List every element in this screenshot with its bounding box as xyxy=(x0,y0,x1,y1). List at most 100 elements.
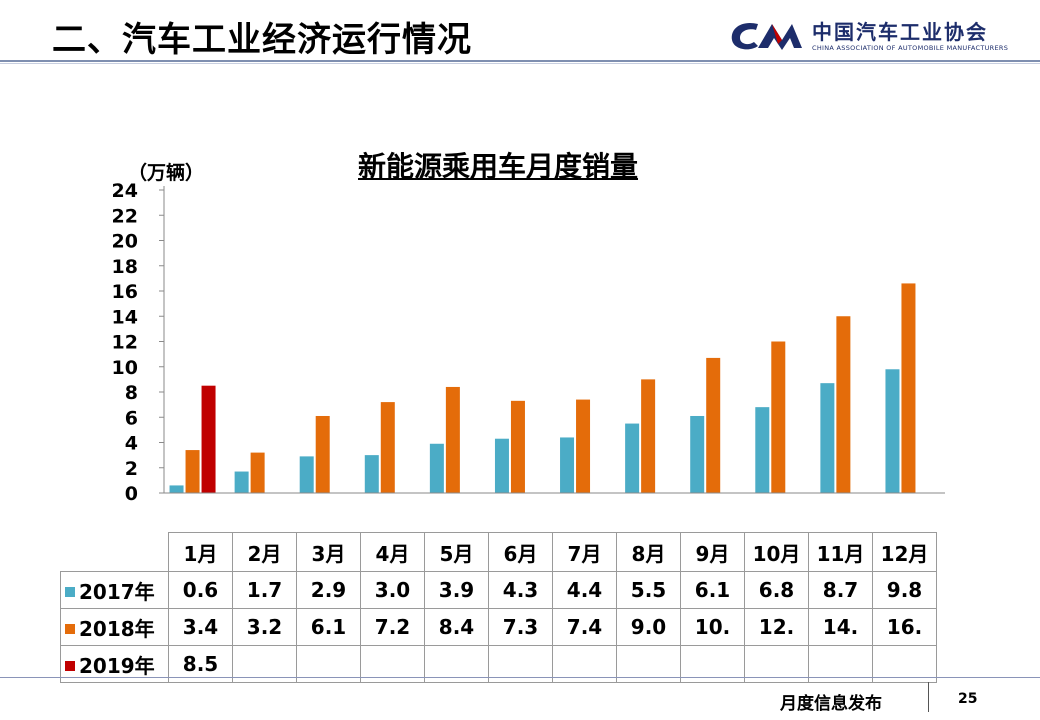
category-label: 12月 xyxy=(872,532,937,572)
category-label: 11月 xyxy=(808,532,873,572)
y-tick-label: 18 xyxy=(112,256,138,278)
data-label: 9.8 xyxy=(872,571,937,609)
page-number: 25 xyxy=(958,691,978,707)
y-axis-unit-label: （万辆） xyxy=(128,162,205,184)
bar-2017年-11月 xyxy=(820,383,835,493)
bar-2017年-6月 xyxy=(494,438,509,493)
logo-english-name: CHINA ASSOCIATION OF AUTOMOBILE MANUFACT… xyxy=(812,44,1009,52)
category-label: 9月 xyxy=(680,532,745,572)
data-label: 8.4 xyxy=(424,608,489,646)
data-label: 8.7 xyxy=(808,571,873,609)
y-tick-label: 0 xyxy=(125,483,138,505)
data-label: 6.8 xyxy=(744,571,809,609)
data-label: 16. xyxy=(872,608,937,646)
bar-2018年-6月 xyxy=(510,400,525,493)
y-tick-label: 8 xyxy=(125,382,138,404)
bar-2017年-5月 xyxy=(429,443,444,493)
bar-2017年-8月 xyxy=(625,423,640,493)
y-tick-label: 20 xyxy=(112,231,138,253)
data-label xyxy=(808,645,873,683)
bar-2018年-5月 xyxy=(445,386,460,493)
data-label: 3.0 xyxy=(360,571,425,609)
data-label: 7.2 xyxy=(360,608,425,646)
caam-logo-mark-icon xyxy=(731,22,802,50)
table-header-row: 1月 2月 3月 4月 5月 6月 7月 8月 9月 10月 11月 12月 xyxy=(60,532,937,572)
legend-label: 2017年 xyxy=(79,579,155,604)
legend-swatch xyxy=(65,586,75,597)
data-label: 9.0 xyxy=(616,608,681,646)
y-tick-label: 14 xyxy=(112,306,138,328)
data-label: 12. xyxy=(744,608,809,646)
data-label: 6.1 xyxy=(296,608,361,646)
data-label xyxy=(680,645,745,683)
category-label: 7月 xyxy=(552,532,617,572)
chart-title: 新能源乘用车月度销量 xyxy=(358,150,639,183)
data-label: 5.5 xyxy=(616,571,681,609)
logo-chinese-name: 中国汽车工业协会 xyxy=(812,20,988,44)
legend-swatch xyxy=(65,623,75,634)
data-label xyxy=(424,645,489,683)
title-divider-thin xyxy=(0,63,1040,64)
data-label: 8.5 xyxy=(168,645,233,683)
y-tick-label: 12 xyxy=(112,332,138,354)
bar-2018年-11月 xyxy=(836,316,851,493)
table-row: 2019年 8.5 xyxy=(60,645,937,683)
y-tick-label: 4 xyxy=(125,433,138,455)
title-divider xyxy=(0,60,1040,62)
category-label: 3月 xyxy=(296,532,361,572)
footer-separator xyxy=(928,682,929,712)
bar-2017年-2月 xyxy=(234,471,249,493)
footer-label: 月度信息发布 xyxy=(780,694,882,714)
data-label xyxy=(872,645,937,683)
data-label: 0.6 xyxy=(168,571,233,609)
bar-2018年-12月 xyxy=(901,283,916,493)
slide-title: 二、汽车工业经济运行情况 xyxy=(52,20,472,60)
bar-2017年-10月 xyxy=(755,407,770,493)
bar-2018年-1月 xyxy=(185,450,200,493)
bar-2018年-7月 xyxy=(576,399,591,493)
legend-label: 2018年 xyxy=(79,616,155,641)
category-label: 2月 xyxy=(232,532,297,572)
legend-swatch xyxy=(65,660,75,671)
bar-2017年-12月 xyxy=(885,369,900,493)
bar-2017年-1月 xyxy=(169,485,184,493)
data-label xyxy=(296,645,361,683)
bar-2018年-9月 xyxy=(706,357,721,493)
bar-2018年-8月 xyxy=(641,379,656,493)
footer-divider xyxy=(0,677,1040,678)
category-label: 4月 xyxy=(360,532,425,572)
data-label: 4.3 xyxy=(488,571,553,609)
table-row: 2018年 3.4 3.2 6.1 7.2 8.4 7.3 7.4 9.0 10. 12. 14. 16… xyxy=(60,608,937,646)
category-label: 8月 xyxy=(616,532,681,572)
bar-2018年-10月 xyxy=(771,341,786,493)
data-label xyxy=(552,645,617,683)
bar-2018年-3月 xyxy=(315,415,330,493)
category-label: 6月 xyxy=(488,532,553,572)
data-label: 7.3 xyxy=(488,608,553,646)
y-tick-label: 16 xyxy=(112,281,138,303)
category-label: 5月 xyxy=(424,532,489,572)
series-legend-cell: 2019年 xyxy=(60,645,169,683)
y-tick-label: 24 xyxy=(112,180,138,202)
bar-2017年-7月 xyxy=(560,437,575,493)
data-table: 1月 2月 3月 4月 5月 6月 7月 8月 9月 10月 11月 12月 2017年 0.6 1.7 2.… xyxy=(60,532,937,683)
y-tick-label: 22 xyxy=(112,205,138,227)
data-label: 3.9 xyxy=(424,571,489,609)
data-label: 14. xyxy=(808,608,873,646)
bar-2019年-1月 xyxy=(201,385,216,493)
table-corner-cell xyxy=(60,532,169,572)
bar-2018年-4月 xyxy=(380,402,395,493)
data-label: 2.9 xyxy=(296,571,361,609)
data-label: 1.7 xyxy=(232,571,297,609)
data-label xyxy=(616,645,681,683)
bar-2018年-2月 xyxy=(250,452,265,493)
data-label: 7.4 xyxy=(552,608,617,646)
caam-logo: 中国汽车工业协会 CHINA ASSOCIATION OF AUTOMOBILE… xyxy=(728,14,1008,58)
y-tick-label: 6 xyxy=(125,407,138,429)
category-label: 10月 xyxy=(744,532,809,572)
data-label: 3.2 xyxy=(232,608,297,646)
data-label: 6.1 xyxy=(680,571,745,609)
category-label: 1月 xyxy=(168,532,233,572)
bar-2017年-3月 xyxy=(299,456,314,493)
